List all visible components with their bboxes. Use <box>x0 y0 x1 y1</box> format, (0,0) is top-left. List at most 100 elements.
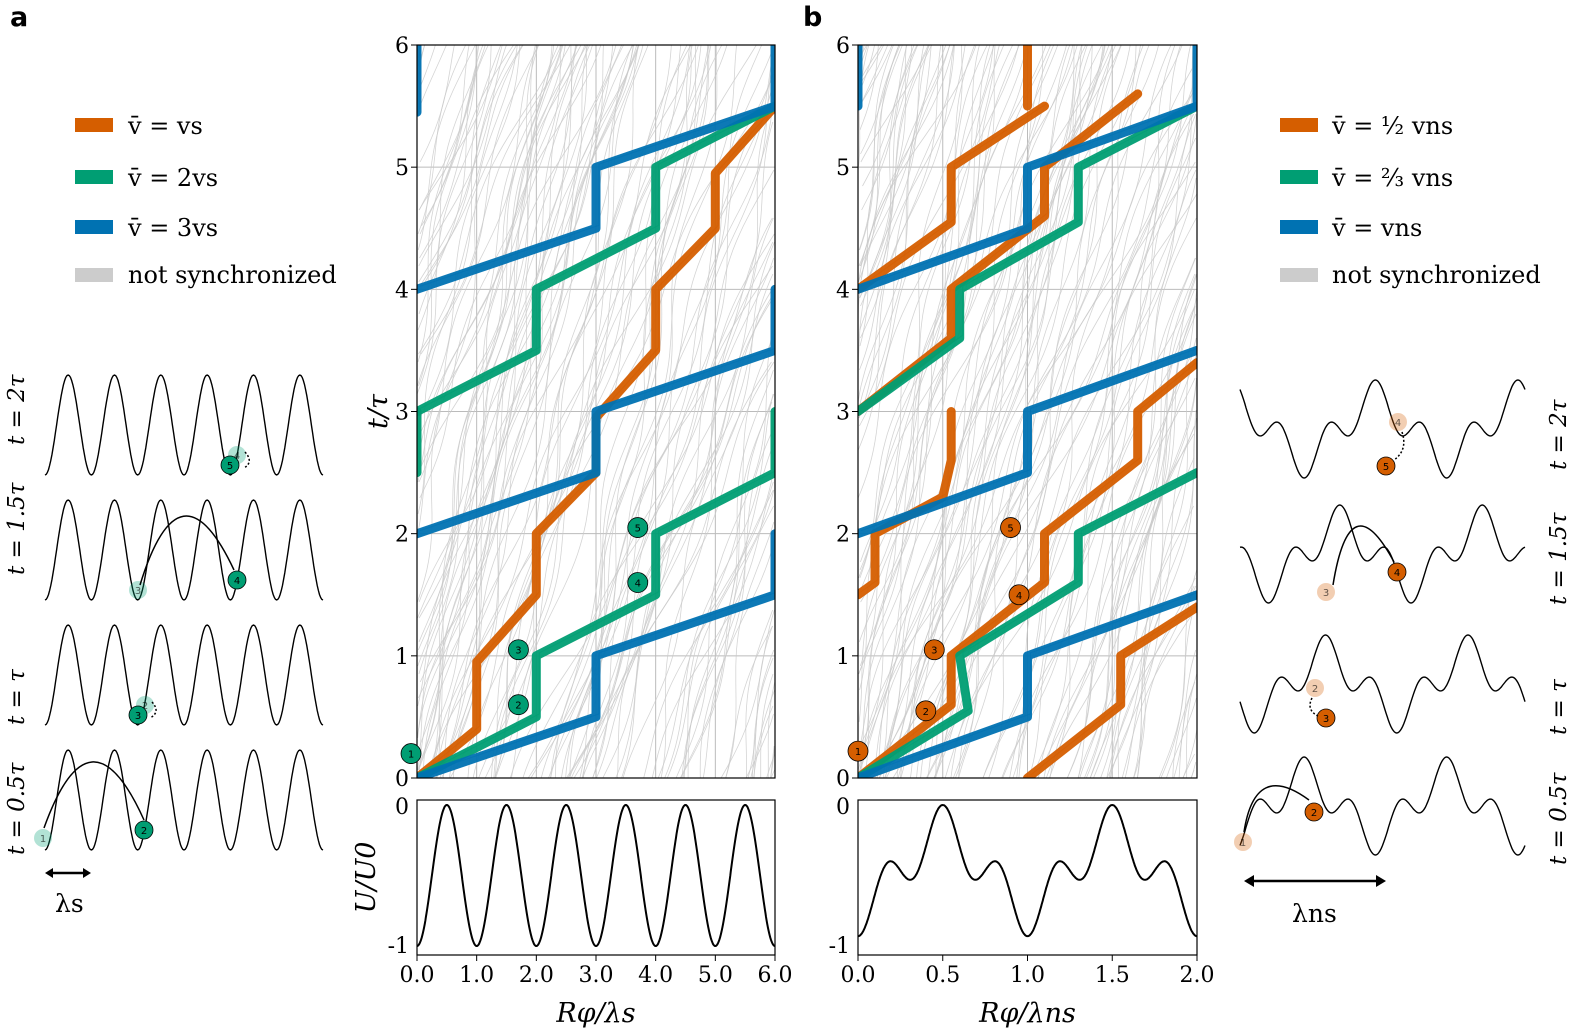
y-axis-label: t/τ <box>363 393 394 429</box>
potential-plot-a: 0 -1 0.0 1.0 2.0 3.0 4.0 5.0 6.0 Rφ/λs U/U0 <box>351 795 793 1029</box>
legend-a: v̄ = vs v̄ = 2vs v̄ = 3vs not synchroniz… <box>75 112 337 289</box>
snapshot-potential-curve <box>1239 756 1526 856</box>
lambda-a-label: λs <box>55 889 84 918</box>
series-line-blue <box>417 45 775 294</box>
unsynchronized-trajectory <box>860 45 1197 778</box>
snapshot-particle-label: 5 <box>1383 462 1389 473</box>
particle-marker-label: 4 <box>635 579 641 590</box>
series-line-orange-spread <box>1030 605 1197 776</box>
particle-marker-2 <box>508 694 529 716</box>
transition-arrow <box>1243 784 1310 833</box>
unsynchronized-trajectory <box>419 45 773 778</box>
lambda-b-label: λns <box>1292 899 1337 928</box>
legend-a-label-1: v̄ = vs <box>127 112 203 140</box>
x-tick-label: 1.0 <box>1010 963 1045 988</box>
particle-marker-label: 3 <box>931 646 937 657</box>
unsynchronized-trajectory <box>436 45 572 778</box>
series-line-green-spread <box>860 104 1197 409</box>
y-tick-label: 0 <box>395 767 409 792</box>
snapshot-a-t15: 34 <box>44 499 324 601</box>
series-line-green-spread <box>419 104 775 409</box>
x-axis-label: Rφ/λns <box>978 998 1076 1029</box>
series-line-blue-spread <box>860 347 1197 532</box>
snapshot-particle-label: 3 <box>1323 588 1329 599</box>
x-tick-label: 4.0 <box>638 963 673 988</box>
particle-marker-label: 2 <box>515 701 521 712</box>
snapshot-a-label-4: t = 0.5τ <box>4 761 30 855</box>
particle-marker-label: 1 <box>408 750 414 761</box>
unsynchronized-trajectory <box>417 45 774 778</box>
series-line-green <box>417 101 775 416</box>
transition-arrow <box>139 515 235 586</box>
series-line-blue <box>417 529 775 778</box>
x-axis-label: Rφ/λs <box>555 998 635 1029</box>
x-tick-label: 6.0 <box>758 963 793 988</box>
x-tick-label: 3.0 <box>579 963 614 988</box>
snapshot-particle-4 <box>1389 413 1407 431</box>
unsynchronized-trajectory <box>429 45 586 778</box>
unsynchronized-trajectory <box>418 45 774 778</box>
particle-marker-label: 2 <box>923 707 929 718</box>
legend-b-swatch-3 <box>1280 220 1318 234</box>
potential-curve <box>858 803 1197 938</box>
legend-b-swatch-1 <box>1280 118 1318 132</box>
series-line-green <box>417 407 775 778</box>
potential-tick-0: 0 <box>836 795 850 820</box>
series-line-blue-spread <box>419 347 775 532</box>
unsynchronized-trajectory <box>858 45 996 778</box>
x-tick-label: 1.0 <box>459 963 494 988</box>
snapshot-a-t2: 45 <box>44 374 324 476</box>
particle-marker-3 <box>923 639 945 661</box>
snapshot-particle-3 <box>1316 708 1336 728</box>
snapshot-a-label-1: t = 2τ <box>4 373 30 445</box>
unsynchronized-trajectory <box>882 45 1131 778</box>
y-tick-label: 4 <box>395 278 409 303</box>
snapshot-particle-1 <box>1234 833 1252 851</box>
unsynchronized-trajectory <box>418 45 775 778</box>
particle-marker-5 <box>1000 517 1021 538</box>
series-line-green-spread <box>860 470 1197 776</box>
unsynchronized-trajectory <box>417 45 772 778</box>
unsynchronized-trajectory <box>860 45 1196 778</box>
unsynchronized-trajectory <box>419 45 774 778</box>
panel-a-label: a <box>10 2 28 33</box>
legend-a-label-2: v̄ = 2vs <box>127 164 218 192</box>
x-tick-label: 2.0 <box>1180 963 1215 988</box>
snapshot-b-t15: 34 <box>1239 504 1526 604</box>
snapshot-particle-label: 2 <box>1311 808 1317 819</box>
unsynchronized-trajectory <box>417 45 593 771</box>
plot-area-b <box>858 45 1197 778</box>
legend-b-label-3: v̄ = vns <box>1331 214 1422 242</box>
legend-b: v̄ = ½ vns v̄ = ⅔ vns v̄ = vns not synch… <box>1280 112 1541 289</box>
snapshot-particle-3 <box>129 581 147 599</box>
snapshot-particle-label: 3 <box>135 711 141 722</box>
legend-b-swatch-4 <box>1280 268 1318 282</box>
y-tick-label: 2 <box>395 523 409 548</box>
unsynchronized-trajectory <box>900 45 1114 778</box>
snapshot-potential-curve <box>1239 379 1526 479</box>
unsynchronized-trajectory <box>861 45 1197 778</box>
legend-a-label-3: v̄ = 3vs <box>127 214 218 242</box>
transition-arrow <box>149 701 157 719</box>
snapshot-particle-5 <box>220 455 240 475</box>
legend-a-swatch-1 <box>75 118 113 132</box>
unsynchronized-trajectory <box>417 45 774 778</box>
snapshot-particle-label: 3 <box>135 586 141 597</box>
unsynchronized-trajectory <box>592 45 763 778</box>
unsynchronized-trajectory <box>858 45 1195 778</box>
x-tick-label: 0.5 <box>925 963 960 988</box>
series-line-orange <box>858 358 1197 778</box>
transition-arrow <box>43 761 145 829</box>
snapshot-particle-label: 2 <box>1312 684 1318 695</box>
unsynchronized-trajectory <box>1048 45 1176 778</box>
unsynchronized-trajectory <box>884 45 1103 778</box>
unsynchronized-trajectory <box>858 45 1020 771</box>
snapshot-particle-2 <box>1306 679 1324 697</box>
snapshot-b-t05: 12 <box>1234 756 1526 856</box>
potential-tick-minus1: -1 <box>829 934 850 959</box>
snapshot-particle-label: 1 <box>40 834 46 845</box>
x-tick-label: 5.0 <box>698 963 733 988</box>
unsynchronized-trajectory <box>435 45 564 778</box>
unsynchronized-trajectory <box>1038 45 1194 778</box>
transition-arrow <box>243 451 250 469</box>
